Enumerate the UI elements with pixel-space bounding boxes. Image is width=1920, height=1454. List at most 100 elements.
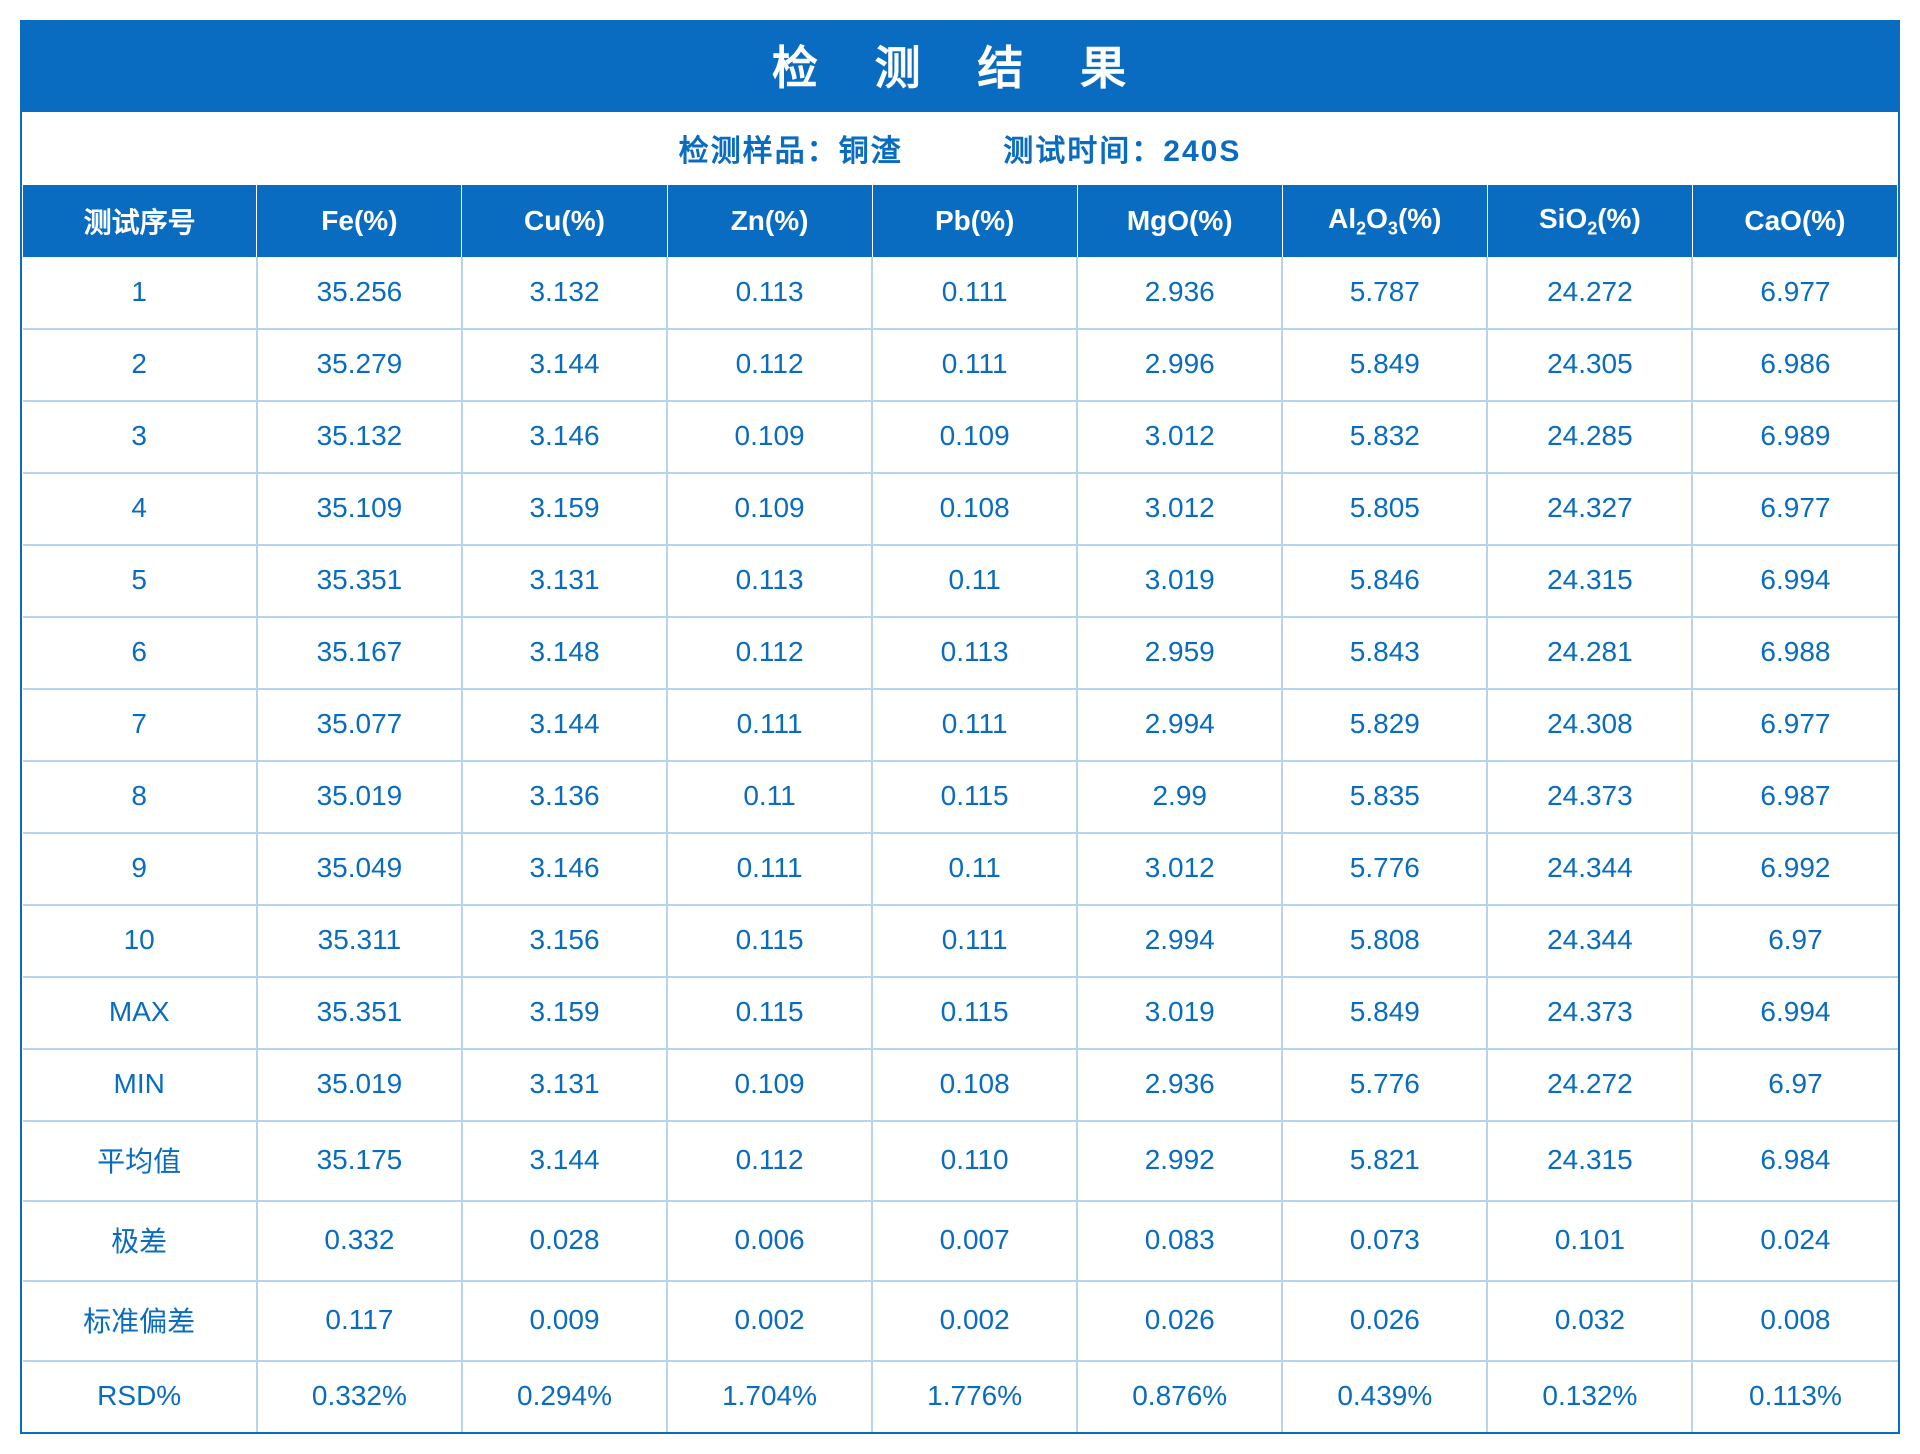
table-row: 835.0193.1360.110.1152.995.83524.3736.98… [23,761,1898,833]
data-cell: 3.146 [462,401,667,473]
data-cell: 6.992 [1692,833,1897,905]
data-cell: 5.846 [1282,545,1487,617]
data-cell: 2.994 [1077,689,1282,761]
table-header-row: 测试序号 Fe(%) Cu(%) Zn(%) Pb(%) MgO(%) Al2O… [23,185,1898,258]
col-header-mgo: MgO(%) [1077,185,1282,258]
data-cell: 6.97 [1692,1049,1897,1121]
table-row: 635.1673.1480.1120.1132.9595.84324.2816.… [23,617,1898,689]
data-cell: 35.279 [257,329,462,401]
sample-label: 检测样品： [679,135,839,168]
sample-value: 铜渣 [839,135,903,168]
data-cell: 5.835 [1282,761,1487,833]
data-cell: 0.132% [1487,1361,1692,1432]
data-cell: 6.986 [1692,329,1897,401]
row-label-cell: 7 [23,689,257,761]
table-row: 135.2563.1320.1130.1112.9365.78724.2726.… [23,258,1898,330]
data-cell: 3.131 [462,545,667,617]
data-cell: 0.008 [1692,1281,1897,1361]
data-cell: 0.112 [667,617,872,689]
data-cell: 3.144 [462,689,667,761]
data-cell: 0.332 [257,1201,462,1281]
table-row: MAX35.3513.1590.1150.1153.0195.84924.373… [23,977,1898,1049]
data-cell: 24.373 [1487,977,1692,1049]
data-cell: 3.146 [462,833,667,905]
row-label-cell: 5 [23,545,257,617]
data-cell: 0.115 [872,977,1077,1049]
data-cell: 0.109 [667,401,872,473]
table-row: 535.3513.1310.1130.113.0195.84624.3156.9… [23,545,1898,617]
data-cell: 0.115 [667,977,872,1049]
data-cell: 0.002 [872,1281,1077,1361]
data-cell: 5.787 [1282,258,1487,330]
data-cell: 0.109 [667,1049,872,1121]
table-row: 435.1093.1590.1090.1083.0125.80524.3276.… [23,473,1898,545]
row-label-cell: 标准偏差 [23,1281,257,1361]
data-cell: 0.332% [257,1361,462,1432]
data-cell: 3.156 [462,905,667,977]
row-label-cell: MIN [23,1049,257,1121]
row-label-cell: 平均值 [23,1121,257,1201]
data-cell: 0.294% [462,1361,667,1432]
data-cell: 0.111 [872,689,1077,761]
row-label-cell: RSD% [23,1361,257,1432]
data-cell: 0.111 [667,833,872,905]
col-header-fe: Fe(%) [257,185,462,258]
data-cell: 3.131 [462,1049,667,1121]
table-row: MIN35.0193.1310.1090.1082.9365.77624.272… [23,1049,1898,1121]
data-cell: 0.113 [872,617,1077,689]
table-row: 极差0.3320.0280.0060.0070.0830.0730.1010.0… [23,1201,1898,1281]
data-cell: 24.344 [1487,905,1692,977]
data-cell: 0.109 [872,401,1077,473]
data-cell: 6.977 [1692,258,1897,330]
data-cell: 0.101 [1487,1201,1692,1281]
data-cell: 0.11 [872,833,1077,905]
data-cell: 5.805 [1282,473,1487,545]
data-cell: 3.144 [462,329,667,401]
data-cell: 0.108 [872,473,1077,545]
data-cell: 0.111 [667,689,872,761]
data-cell: 0.028 [462,1201,667,1281]
data-cell: 5.849 [1282,977,1487,1049]
data-cell: 35.351 [257,977,462,1049]
data-cell: 5.821 [1282,1121,1487,1201]
data-cell: 35.019 [257,1049,462,1121]
col-header-cao: CaO(%) [1692,185,1897,258]
table-row: 标准偏差0.1170.0090.0020.0020.0260.0260.0320… [23,1281,1898,1361]
table-subtitle: 检测样品：铜渣 测试时间：240S [22,112,1898,184]
data-cell: 6.989 [1692,401,1897,473]
data-cell: 3.144 [462,1121,667,1201]
data-cell: 5.832 [1282,401,1487,473]
data-cell: 24.305 [1487,329,1692,401]
data-cell: 3.019 [1077,977,1282,1049]
table-row: 平均值35.1753.1440.1120.1102.9925.82124.315… [23,1121,1898,1201]
col-header-cu: Cu(%) [462,185,667,258]
data-cell: 0.026 [1282,1281,1487,1361]
data-cell: 0.109 [667,473,872,545]
table-title: 检 测 结 果 [22,22,1898,112]
data-cell: 0.11 [872,545,1077,617]
data-cell: 6.984 [1692,1121,1897,1201]
data-cell: 24.315 [1487,1121,1692,1201]
data-cell: 3.012 [1077,833,1282,905]
data-cell: 3.159 [462,473,667,545]
data-cell: 5.829 [1282,689,1487,761]
data-cell: 0.111 [872,905,1077,977]
data-cell: 24.281 [1487,617,1692,689]
data-cell: 35.351 [257,545,462,617]
data-cell: 0.026 [1077,1281,1282,1361]
data-cell: 0.876% [1077,1361,1282,1432]
data-cell: 3.012 [1077,401,1282,473]
data-cell: 24.327 [1487,473,1692,545]
row-label-cell: 8 [23,761,257,833]
data-cell: 6.97 [1692,905,1897,977]
time-label: 测试时间： [1003,135,1163,168]
row-label-cell: 2 [23,329,257,401]
data-cell: 35.167 [257,617,462,689]
data-cell: 0.11 [667,761,872,833]
data-cell: 0.024 [1692,1201,1897,1281]
data-cell: 0.073 [1282,1201,1487,1281]
time-value: 240S [1163,135,1241,168]
data-cell: 24.308 [1487,689,1692,761]
data-cell: 35.175 [257,1121,462,1201]
results-table-container: 检 测 结 果 检测样品：铜渣 测试时间：240S 测试序号 Fe(%) Cu(… [20,20,1900,1434]
